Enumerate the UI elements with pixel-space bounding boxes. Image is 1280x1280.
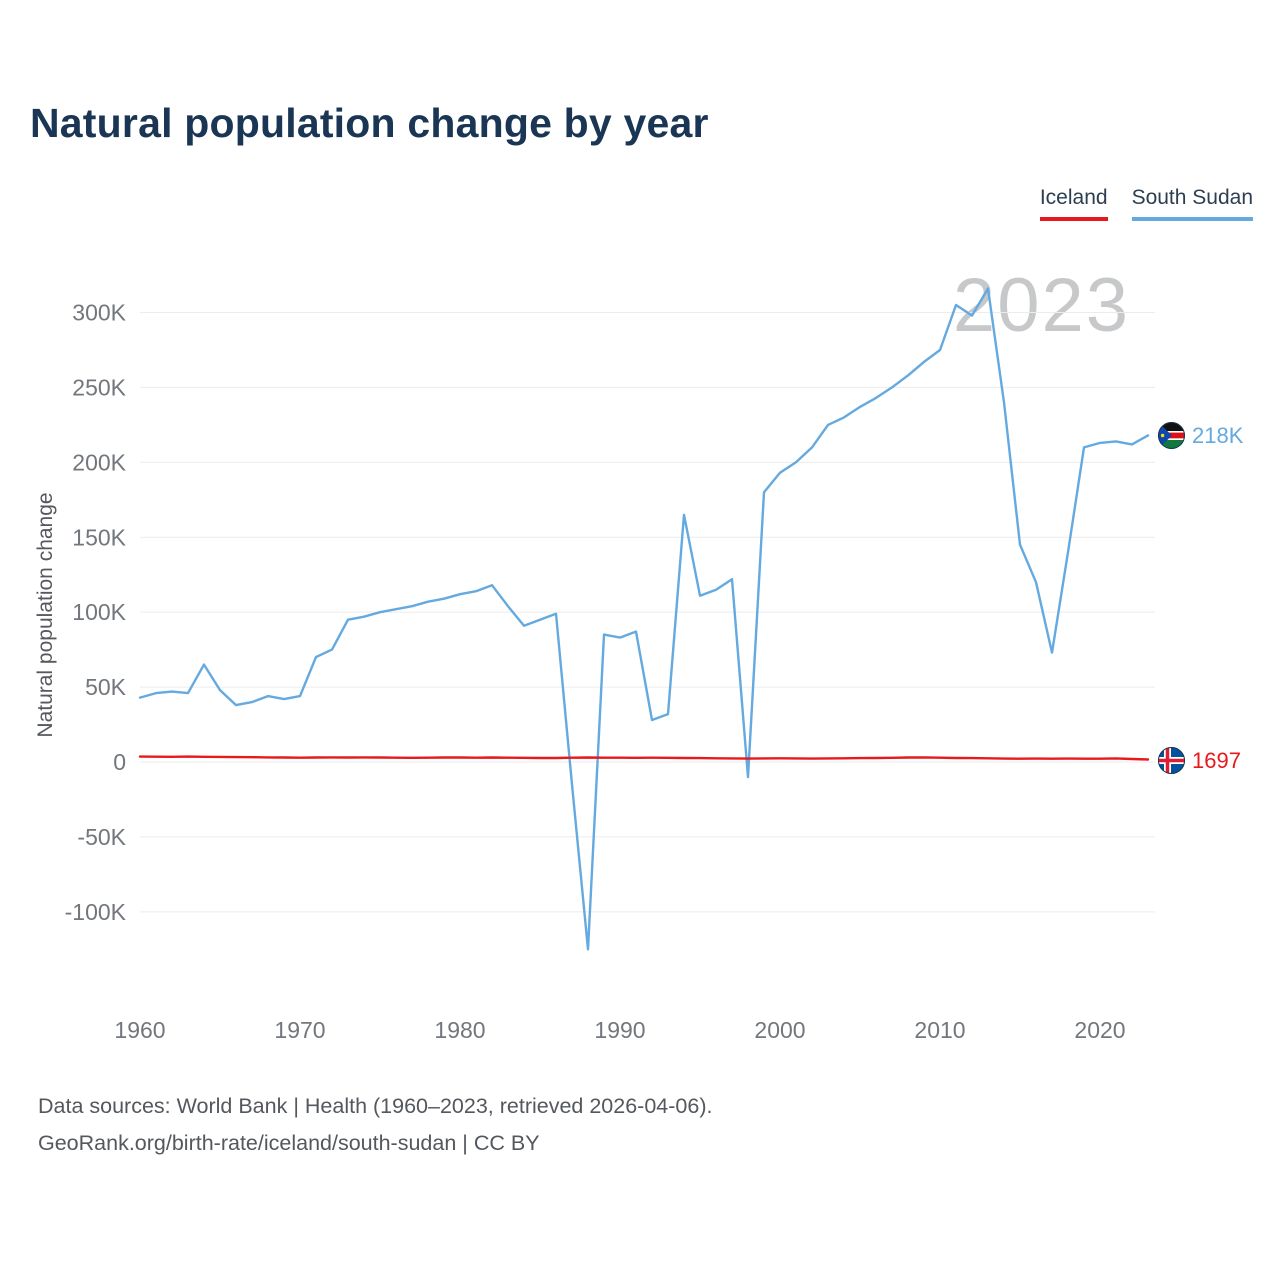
y-tick-label: 200K xyxy=(72,449,126,475)
y-tick-label: 50K xyxy=(85,674,127,700)
iceland-flag-icon xyxy=(1158,747,1185,774)
footer-sources-line: Data sources: World Bank | Health (1960–… xyxy=(38,1094,713,1118)
y-tick-label: -50K xyxy=(77,824,126,850)
legend-item-south-sudan[interactable]: South Sudan xyxy=(1131,186,1253,221)
watermark-year: 2023 xyxy=(952,263,1130,348)
south-sudan-end-value: 218K xyxy=(1192,422,1244,448)
y-tick-label: -100K xyxy=(65,899,127,925)
iceland-end-value: 1697 xyxy=(1192,747,1241,773)
iceland-end-label: 1697 xyxy=(1158,747,1241,774)
series-line-south-sudan xyxy=(138,287,1150,951)
x-tick-label: 1980 xyxy=(434,1017,485,1043)
x-tick-label: 1960 xyxy=(114,1017,165,1043)
x-tick-label: 1990 xyxy=(594,1017,645,1043)
y-tick-label: 250K xyxy=(72,374,126,400)
x-tick-label: 2000 xyxy=(754,1017,805,1043)
x-tick-label: 2010 xyxy=(914,1017,965,1043)
y-tick-label: 100K xyxy=(72,599,126,625)
y-tick-label: 300K xyxy=(72,300,126,326)
south-sudan-end-label: 218K xyxy=(1158,422,1243,449)
series-line-iceland xyxy=(138,755,1150,761)
footer: Data sources: World Bank | Health (1960–… xyxy=(38,1088,712,1162)
y-tick-label: 0 xyxy=(113,749,126,775)
legend: Iceland South Sudan xyxy=(1039,186,1253,221)
x-tick-label: 1970 xyxy=(274,1017,325,1043)
south-sudan-flag-icon xyxy=(1158,422,1185,449)
chart-title: Natural population change by year xyxy=(30,100,709,146)
x-tick-label: 2020 xyxy=(1074,1017,1125,1043)
footer-attribution-line: GeoRank.org/birth-rate/iceland/south-sud… xyxy=(38,1131,540,1155)
legend-item-iceland[interactable]: Iceland xyxy=(1039,186,1108,221)
y-tick-label: 150K xyxy=(72,524,126,550)
